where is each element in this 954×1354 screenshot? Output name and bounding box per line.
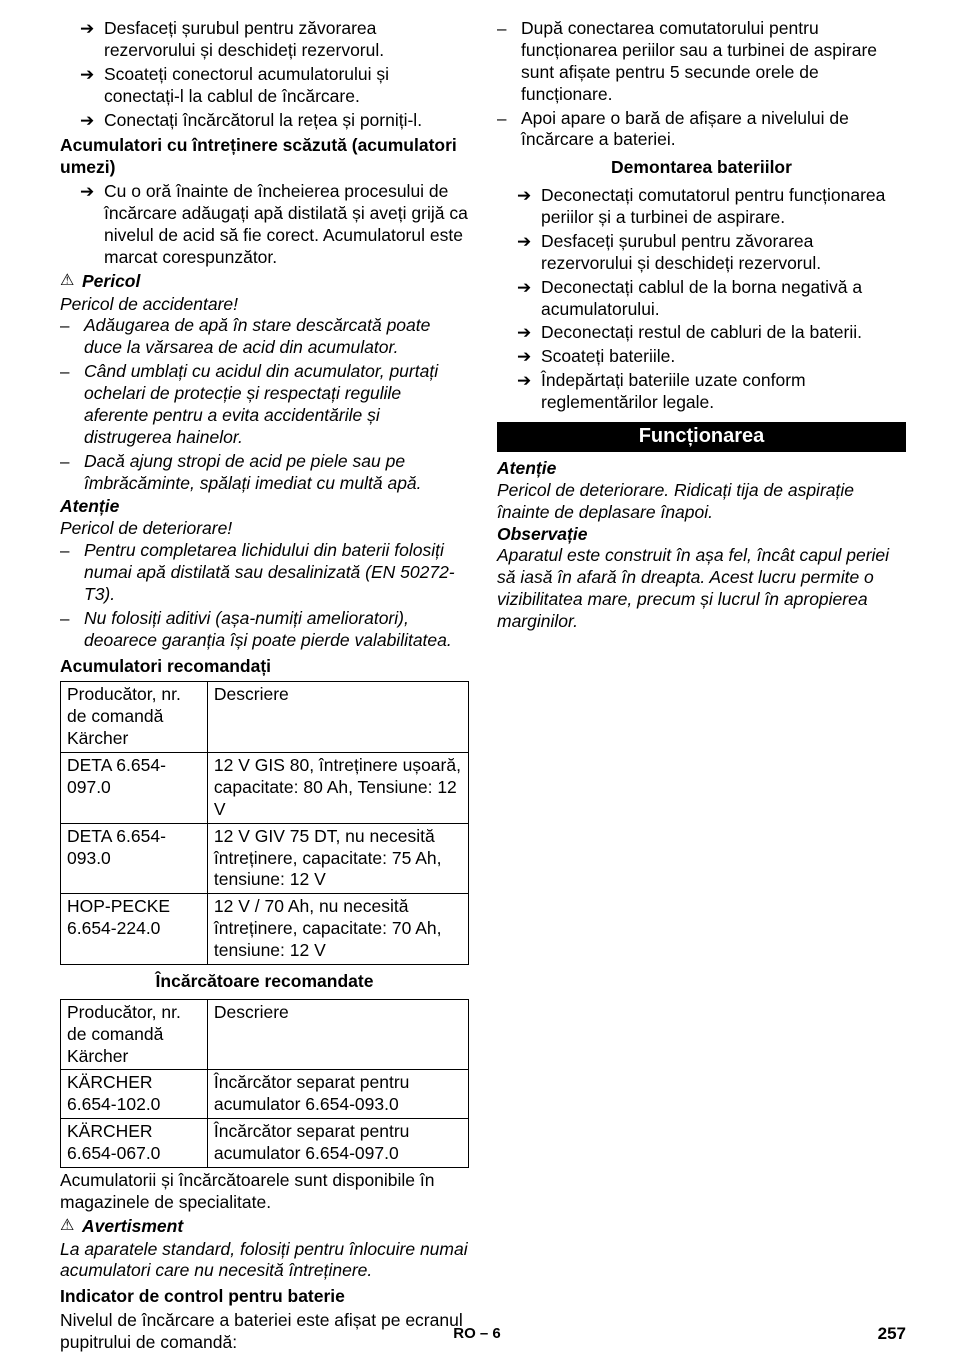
warning-icon: ⚠ <box>60 1216 82 1236</box>
table-cell: 12 V / 70 Ah, nu necesită întreținere, c… <box>207 894 468 965</box>
table-row: Producător, nr. de comandă Kärcher Descr… <box>61 682 469 753</box>
heading-remove-batteries: Demontarea bateriilor <box>497 157 906 179</box>
note-label: Observație <box>497 524 906 546</box>
step-item: ➔ Conectați încărcătorul la rețea și por… <box>60 110 469 132</box>
table-row: DETA 6.654-093.0 12 V GIV 75 DT, nu nece… <box>61 823 469 894</box>
step-item: ➔ Deconectați comutatorul pentru funcțio… <box>497 185 906 229</box>
table-cell: DETA 6.654-097.0 <box>61 753 208 824</box>
dash-icon: – <box>60 540 84 606</box>
step-text: Îndepărtați bateriile uzate conform regl… <box>541 370 906 414</box>
table-cell: DETA 6.654-093.0 <box>61 823 208 894</box>
table-cell: Descriere <box>207 999 468 1070</box>
arrow-icon: ➔ <box>517 185 541 229</box>
page-footer: RO – 6 <box>0 1325 954 1344</box>
list-text: Pentru completarea lichidului din bateri… <box>84 540 469 606</box>
table-row: HOP-PECKE 6.654-224.0 12 V / 70 Ah, nu n… <box>61 894 469 965</box>
heading-low-maintenance: Acumulatori cu întreținere scăzută (acum… <box>60 135 469 179</box>
caution-text: Pericol de deteriorare. Ridicați tija de… <box>497 480 906 524</box>
list-item: – Adăugarea de apă în stare descărcată p… <box>60 315 469 359</box>
step-text: Deconectați cablul de la borna negativă … <box>541 277 906 321</box>
list-text: Dacă ajung stropi de acid pe piele sau p… <box>84 451 469 495</box>
heading-recommended-batteries: Acumulatori recomandați <box>60 656 469 678</box>
table-cell: Încărcător separat pentru acumulator 6.6… <box>207 1070 468 1119</box>
dash-icon: – <box>60 451 84 495</box>
step-item: ➔ Cu o oră înainte de încheierea procesu… <box>60 181 469 269</box>
list-text: După conectarea comutatorului pentru fun… <box>521 18 906 106</box>
list-text: Când umblați cu acidul din acumulator, p… <box>84 361 469 449</box>
table-chargers: Producător, nr. de comandă Kärcher Descr… <box>60 999 469 1168</box>
step-item: ➔ Desfaceți șurubul pentru zăvorarea rez… <box>60 18 469 62</box>
list-item: – Când umblați cu acidul din acumulator,… <box>60 361 469 449</box>
arrow-icon: ➔ <box>517 322 541 344</box>
list-text: Adăugarea de apă în stare descărcată poa… <box>84 315 469 359</box>
list-text: Nu folosiți aditivi (așa-numiți ameliora… <box>84 608 469 652</box>
step-text: Cu o oră înainte de încheierea procesulu… <box>104 181 469 269</box>
table-cell: Producător, nr. de comandă Kärcher <box>61 682 208 753</box>
dash-icon: – <box>60 608 84 652</box>
heading-battery-indicator: Indicator de control pentru baterie <box>60 1286 469 1308</box>
chargers-note: Acumulatorii și încărcătoarele sunt disp… <box>60 1170 469 1214</box>
table-row: Producător, nr. de comandă Kärcher Descr… <box>61 999 469 1070</box>
table-row: KÄRCHER 6.654-067.0 Încărcător separat p… <box>61 1119 469 1168</box>
step-text: Desfaceți șurubul pentru zăvorarea rezer… <box>541 231 906 275</box>
step-text: Scoateți bateriile. <box>541 346 906 368</box>
list-item: – Nu folosiți aditivi (așa-numiți amelio… <box>60 608 469 652</box>
arrow-icon: ➔ <box>80 181 104 269</box>
dash-icon: – <box>60 361 84 449</box>
table-row: DETA 6.654-097.0 12 V GIS 80, întreținer… <box>61 753 469 824</box>
danger-heading: ⚠ Pericol <box>60 271 469 293</box>
table-cell: KÄRCHER 6.654-067.0 <box>61 1119 208 1168</box>
list-item: – Pentru completarea lichidului din bate… <box>60 540 469 606</box>
step-item: ➔ Deconectați cablul de la borna negativ… <box>497 277 906 321</box>
warning-icon: ⚠ <box>60 271 82 291</box>
step-item: ➔ Desfaceți șurubul pentru zăvorarea rez… <box>497 231 906 275</box>
table-cell: Producător, nr. de comandă Kärcher <box>61 999 208 1070</box>
heading-recommended-chargers: Încărcătoare recomandate <box>60 971 469 993</box>
table-cell: HOP-PECKE 6.654-224.0 <box>61 894 208 965</box>
heading-operation: Funcționarea <box>497 422 906 452</box>
table-cell: 12 V GIS 80, întreținere ușoară, capacit… <box>207 753 468 824</box>
danger-subtitle: Pericol de accidentare! <box>60 294 469 316</box>
table-batteries: Producător, nr. de comandă Kärcher Descr… <box>60 681 469 965</box>
note-text: Aparatul este construit în așa fel, încâ… <box>497 545 906 633</box>
caution-label: Atenție <box>497 458 906 480</box>
table-cell: Descriere <box>207 682 468 753</box>
arrow-icon: ➔ <box>517 370 541 414</box>
table-cell: Încărcător separat pentru acumulator 6.6… <box>207 1119 468 1168</box>
warning-heading: ⚠ Avertisment <box>60 1216 469 1238</box>
arrow-icon: ➔ <box>80 110 104 132</box>
step-text: Deconectați comutatorul pentru funcționa… <box>541 185 906 229</box>
dash-icon: – <box>60 315 84 359</box>
step-text: Conectați încărcătorul la rețea și porni… <box>104 110 469 132</box>
arrow-icon: ➔ <box>517 231 541 275</box>
step-text: Deconectați restul de cabluri de la bate… <box>541 322 906 344</box>
warning-label: Avertisment <box>82 1216 183 1238</box>
step-text: Desfaceți șurubul pentru zăvorarea rezer… <box>104 18 469 62</box>
dash-icon: – <box>497 108 521 152</box>
arrow-icon: ➔ <box>80 18 104 62</box>
warning-text: La aparatele standard, folosiți pentru î… <box>60 1239 469 1283</box>
step-item: ➔ Scoateți bateriile. <box>497 346 906 368</box>
step-item: ➔ Deconectați restul de cabluri de la ba… <box>497 322 906 344</box>
list-text: Apoi apare o bară de afișare a nivelului… <box>521 108 906 152</box>
dash-icon: – <box>497 18 521 106</box>
list-item: – După conectarea comutatorului pentru f… <box>497 18 906 106</box>
caution-subtitle: Pericol de deteriorare! <box>60 518 469 540</box>
arrow-icon: ➔ <box>517 346 541 368</box>
step-item: ➔ Îndepărtați bateriile uzate conform re… <box>497 370 906 414</box>
arrow-icon: ➔ <box>517 277 541 321</box>
step-text: Scoateți conectorul acumulatorului și co… <box>104 64 469 108</box>
caution-label: Atenție <box>60 496 469 518</box>
list-item: – Apoi apare o bară de afișare a nivelul… <box>497 108 906 152</box>
step-item: ➔ Scoateți conectorul acumulatorului și … <box>60 64 469 108</box>
table-cell: 12 V GIV 75 DT, nu necesită întreținere,… <box>207 823 468 894</box>
table-row: KÄRCHER 6.654-102.0 Încărcător separat p… <box>61 1070 469 1119</box>
page-number: 257 <box>878 1323 906 1344</box>
arrow-icon: ➔ <box>80 64 104 108</box>
danger-label: Pericol <box>82 271 140 293</box>
list-item: – Dacă ajung stropi de acid pe piele sau… <box>60 451 469 495</box>
table-cell: KÄRCHER 6.654-102.0 <box>61 1070 208 1119</box>
